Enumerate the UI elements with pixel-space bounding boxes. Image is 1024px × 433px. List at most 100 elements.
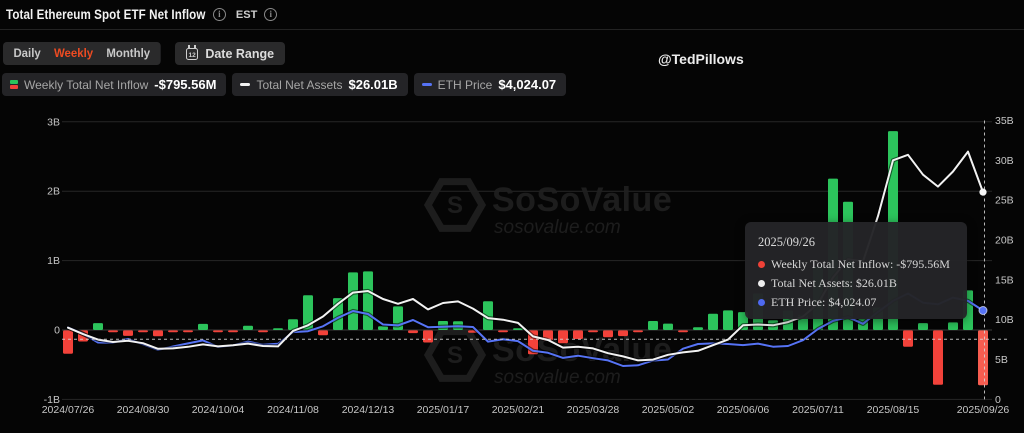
x-axis-tick: 2024/07/26	[42, 404, 95, 416]
x-axis-tick: 2025/06/06	[717, 404, 770, 416]
tooltip-row-inflow: Weekly Total Net Inflow: -$795.56M	[758, 255, 955, 274]
blue-dot-icon	[758, 299, 765, 306]
bar-2025/03/21[interactable]	[573, 330, 583, 339]
date-range-label: Date Range	[205, 46, 275, 61]
legend: Weekly Total Net Inflow -$795.56M Total …	[2, 73, 567, 96]
bar-2025/03/28[interactable]	[588, 330, 598, 333]
bar-2025/09/26[interactable]	[978, 330, 988, 386]
legend-label: Total Net Assets	[256, 77, 343, 92]
bar-2024/08/09[interactable]	[93, 323, 103, 330]
bar-2024/09/27[interactable]	[198, 323, 208, 330]
right-axis-tick: 20B	[995, 235, 1014, 247]
bar-2025/08/29[interactable]	[918, 323, 928, 330]
legend-item-net-inflow[interactable]: Weekly Total Net Inflow -$795.56M	[2, 73, 227, 96]
x-axis-tick: 2025/09/26	[957, 404, 1010, 416]
bar-2024/12/06[interactable]	[348, 272, 358, 330]
right-axis-tick: 10B	[995, 314, 1014, 326]
legend-value: -$795.56M	[154, 77, 217, 92]
tooltip-date: 2025/09/26	[758, 235, 815, 249]
x-axis-tick: 2024/11/08	[267, 404, 319, 416]
bar-2025/01/03[interactable]	[408, 330, 418, 334]
bar-2024/11/22[interactable]	[318, 330, 328, 336]
bar-2025/09/05[interactable]	[933, 330, 943, 385]
svg-text:SoSoValue: SoSoValue	[492, 181, 672, 219]
tab-weekly[interactable]: Weekly	[54, 46, 94, 60]
bar-2024/11/08[interactable]	[288, 319, 298, 330]
legend-item-net-assets[interactable]: Total Net Assets $26.01B	[232, 73, 408, 96]
bar-2025/03/14[interactable]	[558, 330, 568, 344]
x-axis-tick: 2025/01/17	[417, 404, 470, 416]
bar-2025/08/22[interactable]	[903, 330, 913, 347]
left-axis-tick: -1B	[44, 394, 60, 406]
timezone-label: EST	[235, 8, 258, 21]
legend-item-eth-price[interactable]: ETH Price $4,024.07	[413, 73, 567, 96]
toolbar: Daily Weekly Monthly 12 Date Range	[3, 42, 286, 65]
legend-label: ETH Price	[437, 77, 493, 92]
page-title: Total Ethereum Spot ETF Net Inflow	[6, 7, 206, 22]
bar-2025/04/04[interactable]	[603, 330, 613, 338]
bar-2025/09/12[interactable]	[948, 322, 958, 330]
bar-2024/09/20[interactable]	[183, 330, 193, 333]
legend-value: $26.01B	[348, 77, 398, 92]
bar-2025/02/14[interactable]	[498, 330, 508, 333]
svg-text:sosovalue.com: sosovalue.com	[494, 217, 621, 238]
bar-2024/11/15[interactable]	[303, 295, 313, 330]
svg-text:S: S	[447, 192, 463, 219]
bar-2024/10/25[interactable]	[258, 330, 268, 333]
bar-2025/04/25[interactable]	[648, 321, 658, 330]
legend-value: $4,024.07	[498, 77, 557, 92]
bar-2024/08/23[interactable]	[123, 330, 133, 336]
bar-2024/08/16[interactable]	[108, 330, 118, 333]
right-axis-tick: 0	[995, 394, 1001, 406]
tab-daily[interactable]: Daily	[13, 46, 41, 60]
right-axis-tick: 30B	[995, 155, 1014, 167]
bar-2024/10/11[interactable]	[228, 330, 238, 333]
svg-text:sosovalue.com: sosovalue.com	[494, 367, 621, 388]
bar-2025/04/18[interactable]	[633, 330, 643, 333]
x-axis-tick: 2025/05/02	[642, 404, 695, 416]
bar-2025/04/11[interactable]	[618, 330, 628, 337]
calendar-icon-day: 12	[188, 52, 196, 60]
bar-2024/08/30[interactable]	[138, 330, 148, 333]
tooltip-row-assets: Total Net Assets: $26.01B	[758, 274, 955, 293]
chart-tooltip: 2025/09/26 Weekly Total Net Inflow: -$79…	[745, 222, 967, 319]
bar-2024/12/13[interactable]	[363, 271, 373, 330]
bar-2025/05/23[interactable]	[708, 313, 718, 330]
svg-text:S: S	[447, 342, 463, 369]
bar-2024/07/26[interactable]	[63, 330, 73, 354]
red-dot-icon	[758, 261, 765, 268]
eth-price-end-dot	[978, 305, 988, 315]
tab-monthly[interactable]: Monthly	[106, 46, 151, 60]
bar-2024/10/04[interactable]	[213, 330, 223, 333]
chart-header: Total Ethereum Spot ETF Net Inflow i EST…	[6, 7, 278, 22]
bar-2024/09/13[interactable]	[168, 330, 178, 333]
bar-2025/01/10[interactable]	[423, 330, 433, 343]
blue-dash-icon	[421, 83, 432, 86]
bar-2024/12/20[interactable]	[378, 326, 388, 330]
bar-2024/10/18[interactable]	[243, 325, 253, 330]
tooltip-row-text: ETH Price: $4,024.07	[771, 295, 877, 309]
bar-2024/11/01[interactable]	[273, 328, 283, 330]
bar-2025/05/09[interactable]	[678, 330, 688, 333]
x-axis-tick: 2025/07/11	[792, 404, 844, 416]
bar-2024/09/06[interactable]	[153, 330, 163, 337]
tooltip-row-price: ETH Price: $4,024.07	[758, 293, 955, 312]
tooltip-row-text: Total Net Assets: $26.01B	[771, 276, 897, 290]
bar-2025/02/21[interactable]	[513, 328, 523, 330]
left-axis-tick: 3B	[47, 116, 60, 128]
title-info-icon[interactable]: i	[212, 8, 226, 21]
x-axis-tick: 2024/12/13	[342, 404, 395, 416]
bar-2025/05/02[interactable]	[663, 323, 673, 330]
left-axis-tick: 2B	[47, 186, 60, 198]
white-dot-icon	[758, 280, 765, 287]
date-range-button[interactable]: 12 Date Range	[174, 42, 286, 65]
bar-2025/02/07[interactable]	[483, 301, 493, 330]
right-axis-tick: 25B	[995, 195, 1014, 207]
timezone-info-icon[interactable]: i	[264, 8, 278, 21]
x-axis-tick: 2024/10/04	[192, 404, 245, 416]
x-axis-tick: 2025/08/15	[867, 404, 920, 416]
bar-2025/05/16[interactable]	[693, 327, 703, 330]
bar-2025/05/30[interactable]	[723, 310, 733, 330]
